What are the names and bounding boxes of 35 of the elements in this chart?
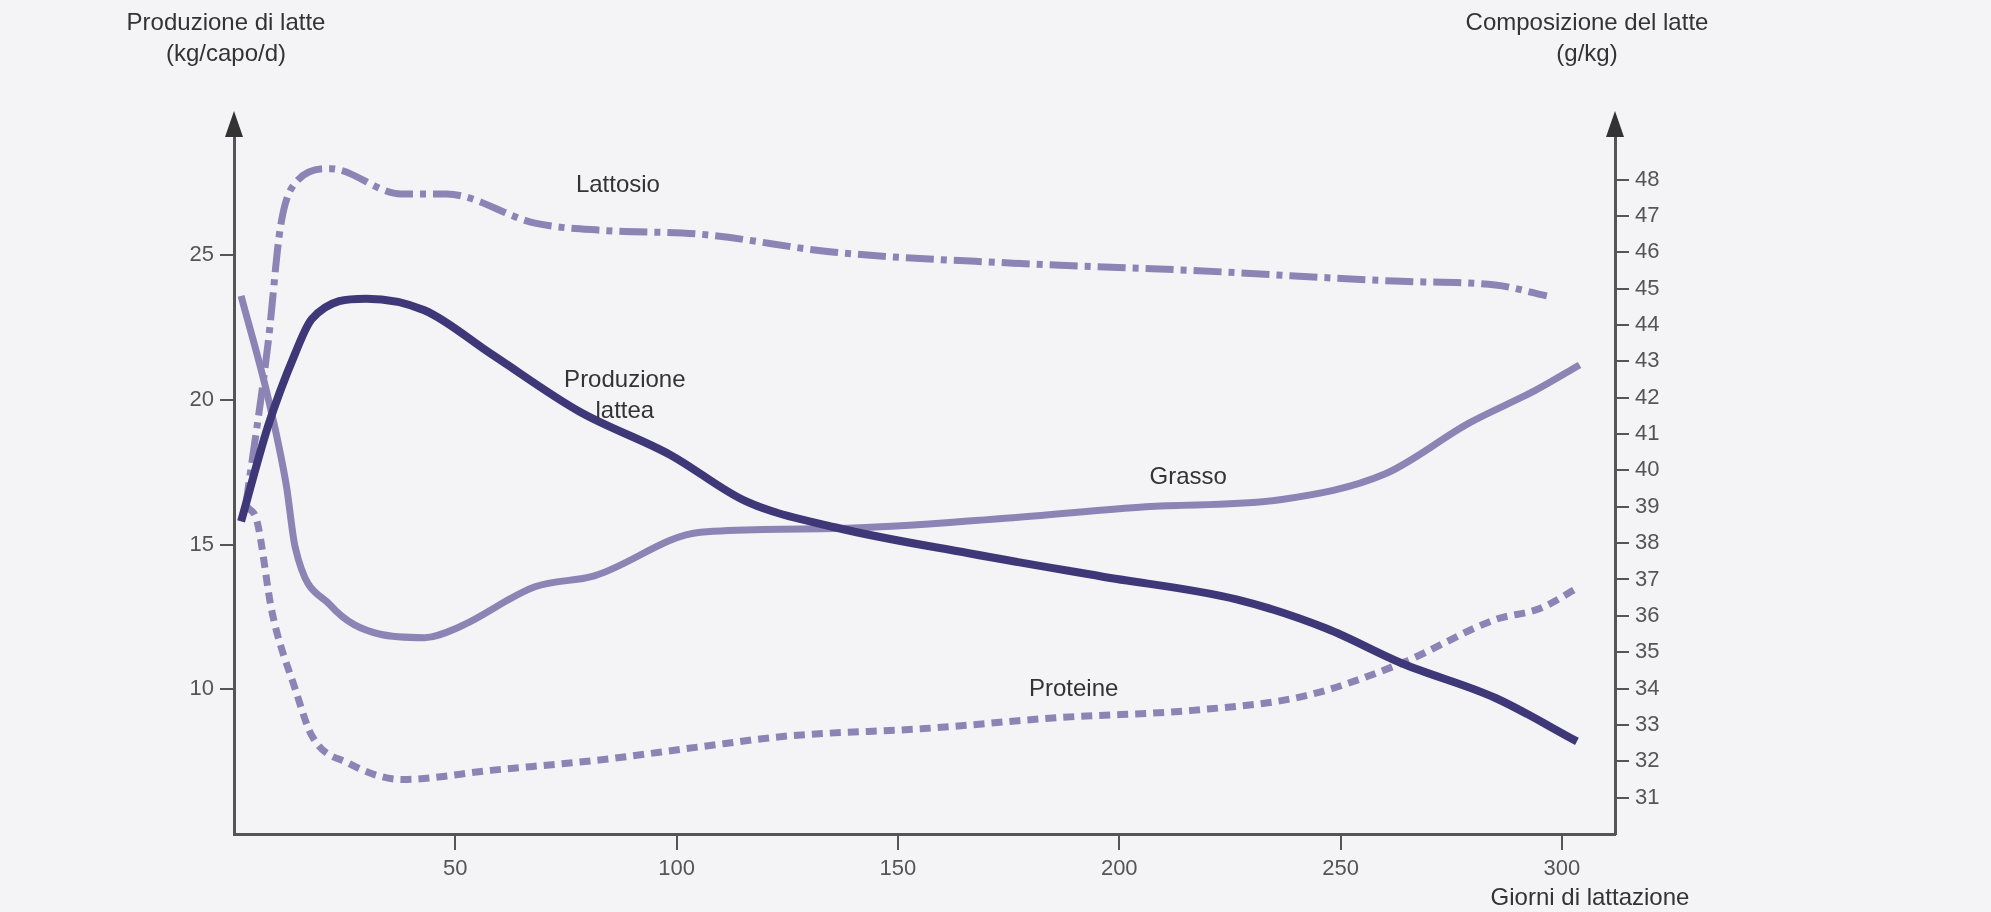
y2-tick-label: 32 [1635,747,1660,773]
x-tick-label: 300 [1543,855,1581,881]
y2-tick-label: 40 [1635,456,1660,482]
y2-tick-label: 48 [1635,165,1660,191]
y2-tick-label: 47 [1635,201,1660,227]
y2-tick-label: 31 [1635,783,1660,809]
x-tick-label: 150 [879,855,917,881]
y2-tick-label: 44 [1635,311,1660,337]
y2-tick-label: 37 [1635,565,1660,591]
y-tick-label: 25 [189,241,214,267]
y2-tick-label: 43 [1635,347,1660,373]
y2-tick-label: 41 [1635,420,1660,446]
series-label: Produzione lattea [564,365,686,424]
y-tick-label: 10 [189,675,214,701]
y2-tick-label: 45 [1635,274,1660,300]
y2-tick-label: 46 [1635,238,1660,264]
y2-axis-title: Composizione del latte (g/kg) [1465,8,1709,66]
y2-tick-label: 33 [1635,710,1660,736]
x-tick-label: 50 [443,855,468,881]
x-tick-label: 250 [1322,855,1359,881]
x-tick-label: 200 [1100,855,1138,881]
x-tick-label: 100 [658,855,695,881]
x-axis-title: Giorni di lattazione [1490,883,1690,910]
series-label: Lattosio [575,170,660,198]
y2-tick-label: 42 [1635,383,1660,409]
y-tick-label: 15 [189,530,214,556]
y2-tick-label: 39 [1635,492,1660,518]
series-label: Proteine [1028,673,1119,701]
series-label: Grasso [1149,461,1227,489]
y2-tick-label: 36 [1635,601,1660,627]
y2-tick-label: 35 [1635,638,1660,664]
y2-tick-label: 34 [1635,674,1660,700]
y2-tick-label: 38 [1635,529,1660,555]
y-axis-title: Produzione di latte (kg/capo/d) [126,8,326,66]
y-tick-label: 20 [189,385,214,411]
